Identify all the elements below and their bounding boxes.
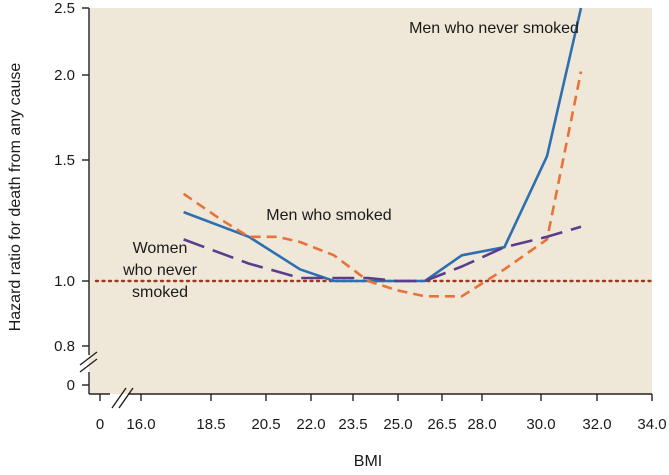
x-tick-label: 20.5 <box>251 416 280 433</box>
annotation-line: Men who smoked <box>266 207 391 224</box>
annotation-line: Women <box>133 240 188 257</box>
y-axis-break-mark <box>79 351 98 366</box>
series-line-women-never-smoked <box>183 225 582 283</box>
annotation-women-never-smoked: Women who never smoked <box>122 240 197 301</box>
x-tick-label: 32.0 <box>582 416 611 433</box>
x-tick-label: 0 <box>96 416 104 433</box>
x-axis-title: BMI <box>354 453 382 470</box>
annotations: Men who never smoked Men who smoked Women w… <box>122 20 579 301</box>
x-tick-label: 22.0 <box>296 416 325 433</box>
plot-background <box>89 8 652 394</box>
y-tick-label: 0.8 <box>54 338 75 355</box>
y-tick-label: 0 <box>67 377 75 394</box>
x-tick-label: 16.0 <box>126 416 155 433</box>
x-tick-label: 30.0 <box>526 416 555 433</box>
x-tick-label: 26.5 <box>427 416 456 433</box>
y-tick-label: 2.0 <box>54 67 75 84</box>
x-tick-label: 25.0 <box>383 416 412 433</box>
series-group <box>182 7 583 298</box>
x-tick-label: 34.0 <box>637 416 666 433</box>
y-tick-label: 1.5 <box>54 152 75 169</box>
x-axis-break-mark <box>118 387 134 409</box>
y-tick-label: 1.0 <box>54 273 75 290</box>
annotation-line: who never <box>122 262 197 279</box>
y-tick-label: 2.5 <box>54 0 75 17</box>
y-axis-break-mark <box>79 358 98 373</box>
x-tick-label: 28.0 <box>467 416 496 433</box>
annotation-men-never-smoked: Men who never smoked <box>409 20 579 37</box>
x-axis-break-mark <box>111 387 127 409</box>
x-tick-label: 23.5 <box>338 416 367 433</box>
annotation-line: Men who never smoked <box>409 20 579 37</box>
tick-labels: 2.5 2.0 1.5 1.0 0.8 0 0 16.0 18.5 20.5 22.0 23.5 25.… <box>54 0 666 433</box>
x-tick-label: 18.5 <box>196 416 225 433</box>
y-axis-title: Hazard ratio for death from any cause <box>7 63 24 332</box>
annotation-men-smoked: Men who smoked <box>266 207 391 224</box>
series-line-men-smoked <box>182 71 583 298</box>
annotation-line: smoked <box>132 284 188 301</box>
